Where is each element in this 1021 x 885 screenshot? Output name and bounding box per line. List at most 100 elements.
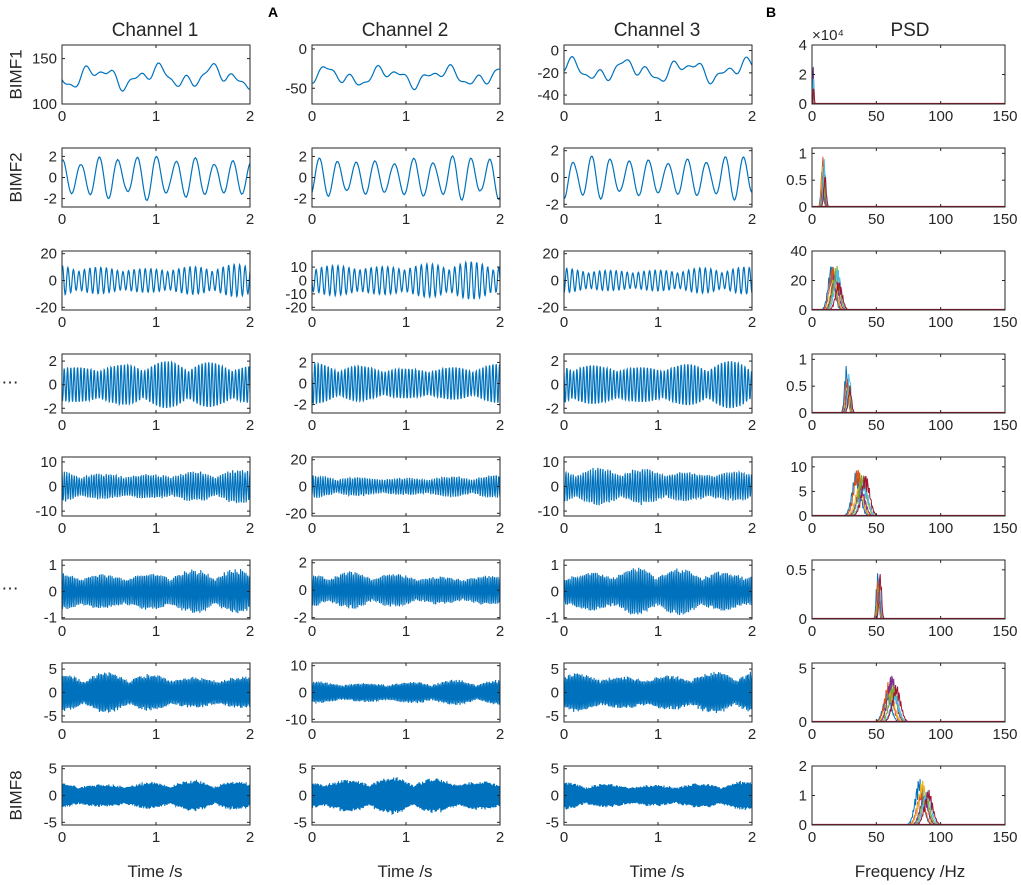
signal-line	[62, 155, 250, 202]
y-tick-label: 5	[799, 483, 807, 500]
xlabel-channel-1: Time /s	[127, 862, 182, 881]
subplot-r4-c4: 0 50 100 150 0 0.5 1	[786, 351, 1017, 434]
subplot-r7-c1: 0 1 2-505	[44, 661, 255, 743]
axes-box	[311, 147, 501, 208]
x-tick-label: 2	[246, 726, 254, 743]
psd-series-1	[812, 779, 1005, 825]
column-title-channel-2: Channel 2	[362, 20, 449, 41]
data-layer	[312, 777, 500, 815]
x-tick-label: 150	[992, 108, 1017, 125]
x-tick-label: 100	[928, 623, 953, 640]
y-tick-label: 0	[49, 273, 57, 290]
signal-line	[62, 360, 250, 409]
x-tick-label: 1	[152, 108, 160, 125]
x-tick-label: 50	[868, 108, 885, 125]
x-tick-label: 2	[748, 108, 756, 125]
x-tick-label: 150	[992, 520, 1017, 537]
y-tick-label: -10	[537, 503, 559, 520]
x-tick-label: 1	[654, 108, 662, 125]
psd-series-1	[812, 693, 1005, 722]
x-tick-label: 1	[402, 829, 410, 846]
y-tick-label: 2	[799, 758, 807, 775]
column-title-psd: PSD	[890, 20, 929, 41]
x-tick-label: 1	[654, 211, 662, 228]
x-tick-label: 0	[58, 108, 66, 125]
data-layer	[312, 475, 500, 499]
psd-series-2	[812, 682, 1005, 722]
x-tick-label: 0	[808, 314, 816, 331]
y-tick-label: 0	[799, 508, 807, 525]
y-tick-label: 0	[551, 170, 559, 187]
y-tick-label: -2	[546, 196, 559, 213]
x-tick-label: 2	[748, 829, 756, 846]
psd-series-1	[812, 365, 1005, 413]
data-layer	[812, 469, 1005, 516]
data-layer	[564, 567, 752, 616]
data-layer	[812, 573, 1005, 619]
x-tick-label: 2	[496, 520, 504, 537]
x-tick-label: 2	[496, 211, 504, 228]
x-tick-label: 0	[58, 829, 66, 846]
signal-line	[62, 568, 250, 614]
y-tick-label: 2	[49, 353, 57, 370]
signal-line	[564, 266, 752, 295]
y-tick-label: 0	[299, 582, 307, 599]
psd-series-5	[812, 685, 1005, 722]
psd-series-6	[812, 78, 1005, 104]
x-tick-label: 2	[748, 623, 756, 640]
psd-series-2	[812, 78, 1005, 104]
y-tick-label: 0	[799, 302, 807, 319]
psd-series-5	[812, 265, 1005, 310]
x-tick-label: 2	[496, 108, 504, 125]
subplot-r2-c2: 0 1 2-202	[294, 147, 504, 228]
y-tick-label: 1	[799, 351, 807, 368]
data-layer	[312, 155, 500, 201]
x-tick-label: 100	[928, 417, 953, 434]
y-tick-label: 0	[299, 376, 307, 393]
signal-line	[564, 780, 752, 811]
x-tick-label: 1	[654, 623, 662, 640]
y-tick-label: 0	[299, 41, 307, 58]
psd-series-7	[812, 176, 1005, 207]
psd-series-5	[812, 89, 1005, 104]
y-tick-label: 150	[32, 51, 57, 68]
signal-line	[564, 55, 752, 85]
y-tick-label: 20	[542, 246, 559, 263]
psd-series-2	[812, 156, 1005, 207]
y-tick-label: 0	[551, 479, 559, 496]
signal-line	[312, 63, 500, 91]
data-layer	[62, 568, 250, 614]
y-tick-label: 2	[299, 354, 307, 371]
signal-line	[62, 470, 250, 504]
data-layer	[564, 55, 752, 85]
data-layer	[564, 467, 752, 506]
x-tick-label: 2	[496, 829, 504, 846]
column-title-channel-3: Channel 3	[614, 20, 701, 41]
x-tick-label: 1	[152, 623, 160, 640]
xlabel-frequency: Frequency /Hz	[855, 862, 966, 881]
y-tick-label: -2	[44, 191, 57, 208]
psd-series-7	[812, 475, 1005, 516]
y-tick-label: 2	[551, 353, 559, 370]
row-label-bimf8: BIMF8	[6, 770, 25, 820]
y-tick-label: 0	[299, 170, 307, 187]
y-tick-label: -2	[44, 400, 57, 417]
axes-box	[61, 44, 251, 105]
x-tick-label: 50	[868, 314, 885, 331]
signal-line	[564, 361, 752, 409]
psd-series-5	[812, 173, 1005, 207]
x-tick-label: 150	[992, 211, 1017, 228]
psd-exponent-label: ×10⁴	[812, 27, 844, 44]
x-tick-label: 2	[748, 520, 756, 537]
y-tick-label: 2	[551, 143, 559, 160]
x-tick-label: 1	[654, 726, 662, 743]
y-tick-label: -20	[35, 299, 57, 316]
y-tick-label: 0	[49, 479, 57, 496]
y-tick-label: -5	[44, 814, 57, 831]
psd-series-2	[812, 469, 1005, 516]
x-tick-label: 50	[868, 726, 885, 743]
x-tick-label: 0	[560, 108, 568, 125]
